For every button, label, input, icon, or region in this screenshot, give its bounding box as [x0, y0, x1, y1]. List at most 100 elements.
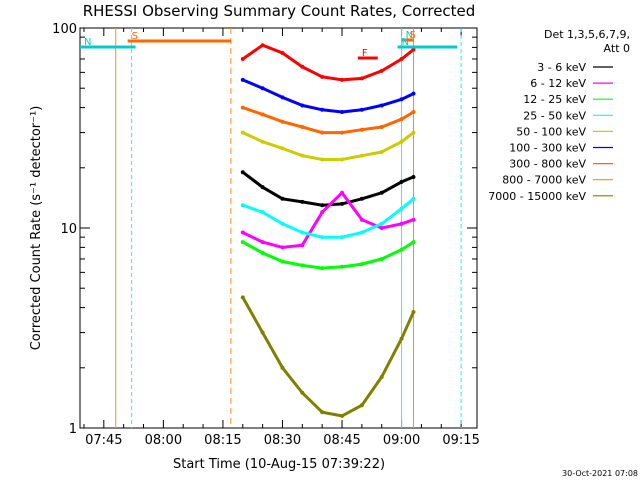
- series-50-100-kev-point: [260, 139, 265, 144]
- series-50-100-kev-point: [379, 149, 384, 154]
- series-12-25-kev-point: [320, 266, 325, 271]
- series-top-3-6-kev-point: [359, 76, 364, 81]
- series-12-25-kev-point: [359, 262, 364, 267]
- series-top-3-6-kev-point: [240, 56, 245, 61]
- series-6-12-kev-line: [242, 190, 414, 249]
- legend-entry-50-100-kev: 50 - 100 keV: [516, 125, 586, 138]
- chart-title: RHESSI Observing Summary Count Rates, Co…: [83, 2, 476, 20]
- series-100-300-kev-point: [300, 103, 305, 108]
- series-300-800-kev-point: [359, 127, 364, 132]
- series-3-6-kev-point: [411, 174, 416, 179]
- series-300-800-kev-point: [280, 119, 285, 124]
- series-300-800-kev-point: [260, 112, 265, 117]
- series-300-800-kev-point: [411, 110, 416, 115]
- x-axis-label: Start Time (10-Aug-15 07:39:22): [173, 457, 385, 472]
- y-axis-label: Corrected Count Rate (s⁻¹ detector⁻¹): [29, 106, 44, 351]
- series-50-100-kev-point: [300, 153, 305, 158]
- series-7000-15000-kev: [240, 295, 416, 418]
- series-12-25-kev-point: [411, 240, 416, 245]
- series-100-300-kev-point: [280, 95, 285, 100]
- series-3-6-kev-point: [240, 170, 245, 175]
- annotation-label-s: S: [410, 30, 416, 41]
- x-tick-label-09-00: 09:00: [383, 433, 420, 448]
- series-100-300-kev-point: [340, 110, 345, 115]
- axes: 07:45 08:00 08:15 08:30 08:45 09:00 09:15 1 10 10…: [52, 22, 480, 448]
- series-12-25-kev-point: [300, 263, 305, 268]
- x-tick-label-07-45: 07:45: [85, 433, 122, 448]
- series-3-6-kev-point: [359, 196, 364, 201]
- series-top-3-6-kev-point: [399, 56, 404, 61]
- x-tick-label-08-15: 08:15: [204, 433, 241, 448]
- y-tick-label-100: 100: [52, 22, 77, 37]
- series-3-6-kev-point: [320, 203, 325, 208]
- series-25-50-kev-point: [320, 235, 325, 240]
- annotation-label-n: N: [84, 37, 91, 48]
- series-6-12-kev-point: [379, 226, 384, 230]
- series-12-25-kev-line: [242, 240, 415, 270]
- x-tick-label-08-30: 08:30: [264, 433, 301, 448]
- series-25-50-kev-point: [379, 221, 384, 226]
- series-6-12-kev-point: [300, 243, 305, 248]
- series-100-300-kev-line: [242, 78, 415, 114]
- series-50-100-kev-point: [320, 157, 325, 162]
- series-100-300-kev-point: [379, 103, 384, 108]
- y-tick-label-10: 10: [60, 222, 77, 237]
- series-300-800-kev-point: [240, 105, 245, 110]
- series-top-3-6-kev-point: [260, 43, 265, 48]
- series-300-800-kev-point: [340, 130, 345, 135]
- series-100-300-kev-point: [260, 86, 265, 91]
- series-300-800-kev-point: [379, 124, 384, 129]
- series-25-50-kev-point: [280, 221, 285, 226]
- series-100-300-kev-point: [399, 97, 404, 102]
- series-3-6-kev-point: [399, 179, 404, 184]
- series-25-50-kev-point: [399, 206, 404, 211]
- series-300-800-kev-point: [399, 117, 404, 122]
- series-25-50-kev-point: [240, 203, 245, 208]
- series-7000-15000-kev-point: [320, 410, 325, 415]
- annotation-label-n: N: [402, 37, 409, 48]
- series-25-50-kev-line: [242, 197, 415, 239]
- series-7000-15000-kev-point: [411, 310, 416, 315]
- legend-entry-100-300-kev: 100 - 300 keV: [509, 142, 586, 155]
- annotation-label-s: S: [132, 31, 138, 42]
- series-25-50-kev-point: [300, 230, 305, 235]
- annotation-label-n: N: [406, 30, 413, 41]
- series-300-800-kev-line: [242, 106, 415, 135]
- series-7000-15000-kev-point: [359, 403, 364, 408]
- footer-timestamp: 30-Oct-2021 07:08: [562, 469, 638, 478]
- series-group: [240, 43, 416, 418]
- series-50-100-kev-point: [340, 157, 345, 162]
- series-top-3-6-kev-point: [411, 47, 416, 52]
- legend-entry-6-12-kev: 6 - 12 keV: [530, 77, 586, 90]
- legend-title-line-1: Det 1,3,5,6,7,9,: [544, 28, 630, 41]
- series-6-12-kev-point: [411, 217, 416, 222]
- series-6-12-kev-point: [359, 217, 364, 222]
- series-7000-15000-kev-line: [241, 296, 415, 418]
- series-6-12-kev-point: [320, 210, 325, 215]
- plot-frame: [79, 27, 478, 429]
- series-7000-15000-kev-point: [379, 374, 384, 379]
- series-top-3-6-kev-point: [280, 50, 285, 55]
- series-7000-15000-kev-point: [399, 336, 404, 341]
- x-tick-label-08-00: 08:00: [145, 433, 182, 448]
- series-7000-15000-kev-point: [260, 330, 265, 335]
- series-100-300-kev-point: [320, 107, 325, 112]
- series-25-50-kev-point: [340, 235, 345, 240]
- series-top-3-6-kev-line: [241, 43, 415, 82]
- series-6-12-kev-point: [260, 240, 265, 245]
- series-3-6-kev-point: [340, 201, 345, 206]
- series-50-100-kev-point: [399, 139, 404, 144]
- series-3-6-kev-line: [241, 171, 415, 207]
- series-50-100-kev-point: [240, 130, 245, 135]
- series-6-12-kev-point: [240, 230, 245, 235]
- series-300-800-kev-point: [320, 130, 325, 135]
- annotation-label-f: F: [362, 48, 368, 59]
- series-3-6-kev-point: [260, 185, 265, 190]
- legend-entry-12-25-kev: 12 - 25 keV: [523, 93, 586, 106]
- series-25-50-kev-point: [359, 230, 364, 235]
- series-6-12-kev-point: [399, 221, 404, 226]
- series-top-3-6-kev-point: [340, 77, 345, 82]
- series-7000-15000-kev-point: [280, 365, 285, 370]
